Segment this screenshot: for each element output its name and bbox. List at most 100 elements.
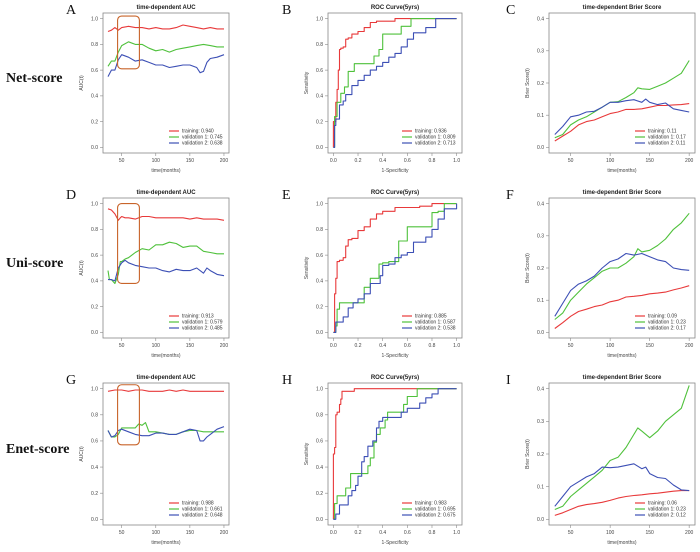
- legend-label-g: validation 2: 0.648: [182, 513, 223, 519]
- x-tick-label-h: 0.2: [355, 530, 362, 536]
- y-tick-label-d: 0.6: [91, 253, 98, 259]
- x-axis-title-e: 1-Specificity: [382, 353, 409, 359]
- y-tick-label-h: 0.2: [316, 491, 323, 497]
- y-tick-label-g: 0.8: [91, 413, 98, 419]
- plot-frame-d: [102, 197, 230, 339]
- x-tick-label-b: 0.6: [404, 158, 411, 164]
- panel-h: H ROC Curve(5yrs) 0.0 0.2 0.4 0.6 0.8 1.0 0.0 0.2…: [282, 373, 463, 546]
- x-tick-label-e: 0.4: [379, 343, 386, 349]
- y-tick-label-a: 1.0: [91, 16, 98, 22]
- x-axis-title-g: time(months): [151, 540, 181, 546]
- x-axis-title-f: time(months): [607, 353, 637, 359]
- x-tick-label-e: 0.8: [429, 343, 436, 349]
- plot-title-b: ROC Curve(5yrs): [371, 5, 419, 11]
- x-tick-label-i: 50: [568, 530, 574, 536]
- x-tick-label-h: 0.4: [379, 530, 386, 536]
- series-line-f-validation-1: [554, 212, 690, 320]
- x-tick-label-h: 0.6: [404, 530, 411, 536]
- y-tick-label-c: 0.0: [537, 145, 544, 151]
- plot-frame-b: [327, 12, 463, 154]
- y-tick-label-b: 0.2: [316, 119, 323, 125]
- panel-letter-d: D: [66, 188, 76, 203]
- y-tick-label-f: 0.0: [537, 330, 544, 336]
- x-axis-title-b: 1-Specificity: [382, 168, 409, 174]
- y-tick-label-h: 0.4: [316, 465, 323, 471]
- x-tick-label-a: 200: [220, 158, 229, 164]
- x-tick-label-i: 100: [606, 530, 615, 536]
- y-axis-title-a: AUC(t): [79, 75, 85, 91]
- y-tick-label-a: 0.6: [91, 68, 98, 74]
- plot-title-g: time-dependent AUC: [136, 375, 196, 381]
- legend-label-e: validation 2: 0.538: [415, 326, 456, 332]
- panel-b: B ROC Curve(5yrs) 0.0 0.2 0.4 0.6 0.8 1.0 0.0 0.2…: [282, 3, 463, 174]
- x-tick-label-e: 0.2: [355, 343, 362, 349]
- x-tick-label-e: 1.0: [453, 343, 460, 349]
- y-tick-label-h: 0.8: [316, 413, 323, 419]
- highlight-box-a: [117, 15, 140, 70]
- legend-label-e: training: 0.885: [415, 314, 447, 320]
- y-tick-label-d: 0.8: [91, 227, 98, 233]
- y-tick-label-g: 0.0: [91, 517, 98, 523]
- y-tick-label-b: 0.4: [316, 94, 323, 100]
- panel-letter-h: H: [282, 373, 292, 388]
- x-tick-label-a: 150: [186, 158, 195, 164]
- y-tick-label-d: 0.0: [91, 330, 98, 336]
- plot-title-a: time-dependent AUC: [136, 5, 196, 11]
- y-tick-label-a: 0.0: [91, 145, 98, 151]
- legend-label-a: validation 2: 0.638: [182, 141, 223, 147]
- plot-title-c: time-dependent Brier Score: [583, 5, 662, 11]
- y-tick-label-g: 1.0: [91, 386, 98, 392]
- legend-label-b: training: 0.936: [415, 129, 447, 135]
- series-line-d-validation-2: [108, 259, 225, 282]
- x-tick-label-d: 150: [186, 343, 195, 349]
- legend-label-g: training: 0.988: [182, 501, 214, 507]
- panel-letter-b: B: [282, 3, 291, 18]
- series-line-a-validation-2: [107, 54, 225, 77]
- panel-letter-e: E: [282, 188, 291, 203]
- y-tick-label-e: 0.6: [316, 253, 323, 259]
- highlight-box-g: [117, 384, 140, 446]
- series-line-a-validation-1: [107, 41, 224, 67]
- x-axis-title-c: time(months): [607, 168, 637, 174]
- y-tick-label-b: 1.0: [316, 16, 323, 22]
- series-line-g-training: [107, 389, 224, 392]
- y-tick-label-i: 0.4: [537, 386, 544, 392]
- x-tick-label-b: 0.2: [355, 158, 362, 164]
- y-tick-label-f: 0.2: [537, 266, 544, 272]
- plot-frame-h: [327, 382, 463, 526]
- y-tick-label-e: 0.0: [316, 330, 323, 336]
- y-tick-label-c: 0.1: [537, 113, 544, 119]
- y-tick-label-g: 0.2: [91, 491, 98, 497]
- x-tick-label-d: 50: [119, 343, 125, 349]
- y-tick-label-h: 0.6: [316, 439, 323, 445]
- x-tick-label-f: 150: [645, 343, 654, 349]
- x-tick-label-d: 100: [152, 343, 161, 349]
- plot-title-f: time-dependent Brier Score: [583, 190, 662, 196]
- y-tick-label-c: 0.3: [537, 49, 544, 55]
- y-axis-title-i: Brier Score(t): [525, 439, 531, 469]
- y-tick-label-d: 1.0: [91, 201, 98, 207]
- x-tick-label-g: 100: [152, 530, 161, 536]
- plot-frame-a: [102, 12, 230, 154]
- y-axis-title-g: AUC(t): [79, 446, 85, 462]
- y-axis-title-c: Brier Score(t): [525, 68, 531, 98]
- series-line-h-validation-2: [333, 388, 457, 520]
- series-line-i-validation-1: [554, 385, 690, 511]
- legend-label-b: validation 1: 0.809: [415, 135, 456, 141]
- y-axis-title-b: Sensitivity: [304, 71, 310, 94]
- legend-label-e: validation 1: 0.587: [415, 320, 456, 326]
- series-line-f-training: [554, 285, 690, 329]
- legend-label-c: validation 1: 0.17: [648, 135, 686, 141]
- legend-label-c: training: 0.11: [648, 129, 677, 135]
- x-tick-label-c: 50: [568, 158, 574, 164]
- legend-label-d: validation 2: 0.485: [182, 326, 223, 332]
- x-tick-label-f: 50: [568, 343, 574, 349]
- legend-label-h: validation 2: 0.675: [415, 513, 456, 519]
- series-line-d-training: [107, 208, 225, 221]
- y-tick-label-f: 0.4: [537, 201, 544, 207]
- series-line-c-validation-2: [554, 98, 690, 135]
- y-tick-label-f: 0.1: [537, 298, 544, 304]
